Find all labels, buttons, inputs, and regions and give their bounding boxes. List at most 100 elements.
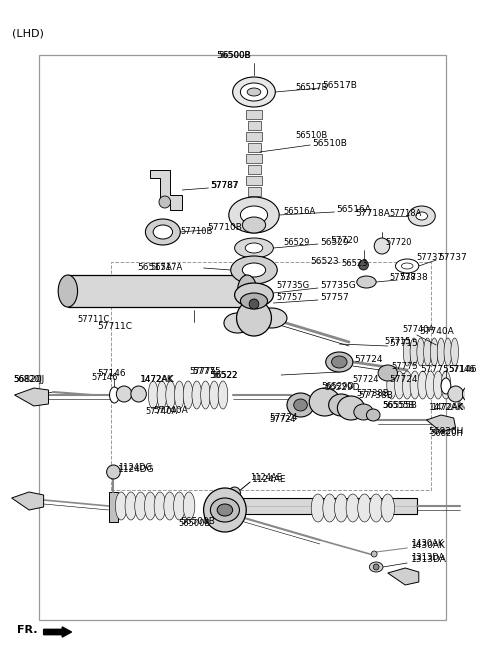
Ellipse shape	[426, 371, 435, 399]
Polygon shape	[427, 415, 456, 432]
Text: 57737: 57737	[417, 253, 444, 261]
Ellipse shape	[437, 338, 445, 366]
Text: 57740A: 57740A	[419, 327, 454, 337]
Ellipse shape	[116, 386, 132, 402]
Text: 57718A: 57718A	[390, 208, 422, 218]
Bar	[246, 154, 262, 163]
Text: 57775: 57775	[192, 368, 221, 376]
Ellipse shape	[224, 313, 251, 333]
Text: 56516A: 56516A	[336, 206, 371, 214]
Ellipse shape	[242, 263, 265, 277]
Text: 57711C: 57711C	[97, 321, 132, 331]
Bar	[68, 275, 247, 307]
Ellipse shape	[159, 196, 170, 208]
Ellipse shape	[448, 386, 463, 402]
Ellipse shape	[135, 492, 146, 520]
Ellipse shape	[175, 381, 184, 409]
Text: 56517A: 56517A	[150, 263, 182, 271]
Text: 57720: 57720	[386, 239, 412, 247]
Bar	[248, 187, 261, 196]
Ellipse shape	[242, 217, 265, 233]
Polygon shape	[12, 492, 44, 510]
Ellipse shape	[311, 494, 325, 522]
Text: 1124DG: 1124DG	[118, 464, 152, 472]
Text: 1124AE: 1124AE	[252, 476, 287, 485]
Ellipse shape	[218, 381, 228, 409]
Ellipse shape	[357, 276, 376, 288]
Bar	[108, 492, 118, 522]
Text: 57775: 57775	[189, 368, 216, 376]
Ellipse shape	[115, 492, 127, 520]
Text: 56500B: 56500B	[216, 50, 251, 60]
Ellipse shape	[441, 378, 451, 394]
Ellipse shape	[131, 386, 146, 402]
Text: 56510B: 56510B	[296, 130, 328, 140]
Bar	[39, 55, 446, 620]
Text: 56529: 56529	[320, 237, 348, 247]
Text: 57724: 57724	[352, 376, 378, 384]
Text: 57710B: 57710B	[180, 228, 213, 237]
Text: 1124DG: 1124DG	[118, 466, 155, 474]
Ellipse shape	[229, 487, 240, 499]
Text: 57735G: 57735G	[320, 282, 356, 290]
Ellipse shape	[431, 338, 438, 366]
Ellipse shape	[373, 564, 379, 570]
Text: 57757: 57757	[320, 294, 348, 302]
Ellipse shape	[235, 283, 274, 307]
Text: 57775: 57775	[392, 362, 418, 372]
Text: 57715: 57715	[390, 339, 419, 349]
Text: 57787: 57787	[211, 181, 238, 190]
Bar	[248, 143, 261, 152]
Bar	[111, 262, 432, 490]
Text: 56517B: 56517B	[322, 81, 357, 91]
Text: 56517A: 56517A	[138, 263, 172, 271]
Text: 57735G: 57735G	[276, 282, 310, 290]
Text: 1124AE: 1124AE	[250, 474, 282, 482]
Ellipse shape	[229, 197, 279, 233]
Polygon shape	[150, 170, 182, 210]
Text: 56555B: 56555B	[382, 401, 414, 411]
Ellipse shape	[183, 381, 193, 409]
Ellipse shape	[107, 465, 120, 479]
Ellipse shape	[245, 243, 263, 253]
Ellipse shape	[240, 206, 267, 224]
Ellipse shape	[374, 238, 390, 254]
Text: 56529D: 56529D	[324, 384, 360, 392]
Text: 57738: 57738	[390, 274, 417, 282]
Ellipse shape	[417, 338, 425, 366]
Ellipse shape	[174, 492, 185, 520]
Text: 1430AK: 1430AK	[411, 538, 444, 548]
Text: FR.: FR.	[17, 625, 38, 635]
FancyArrow shape	[44, 627, 72, 637]
Text: 57146: 57146	[448, 366, 477, 374]
Text: 57740A: 57740A	[153, 405, 188, 415]
Text: 57724: 57724	[269, 415, 296, 425]
Ellipse shape	[403, 338, 411, 366]
Ellipse shape	[249, 299, 259, 309]
Ellipse shape	[359, 260, 368, 270]
Polygon shape	[388, 568, 419, 585]
Ellipse shape	[332, 356, 347, 368]
Ellipse shape	[192, 381, 202, 409]
Text: 56522: 56522	[209, 372, 238, 380]
Ellipse shape	[166, 381, 176, 409]
Text: 57724: 57724	[269, 413, 298, 423]
Ellipse shape	[433, 371, 443, 399]
Text: 1472AK: 1472AK	[140, 376, 174, 384]
Ellipse shape	[401, 263, 413, 269]
Text: 57738: 57738	[399, 274, 428, 282]
Ellipse shape	[366, 409, 380, 421]
Ellipse shape	[444, 338, 452, 366]
Bar	[246, 198, 262, 207]
Text: 56500B: 56500B	[218, 50, 251, 60]
Ellipse shape	[418, 371, 428, 399]
Text: 1472AK: 1472AK	[429, 403, 463, 413]
Ellipse shape	[125, 492, 137, 520]
Ellipse shape	[183, 492, 195, 520]
Text: 56820H: 56820H	[429, 427, 464, 437]
Text: 57715: 57715	[384, 337, 410, 347]
Ellipse shape	[154, 492, 166, 520]
Ellipse shape	[240, 83, 267, 101]
Ellipse shape	[424, 338, 432, 366]
Ellipse shape	[109, 387, 119, 403]
